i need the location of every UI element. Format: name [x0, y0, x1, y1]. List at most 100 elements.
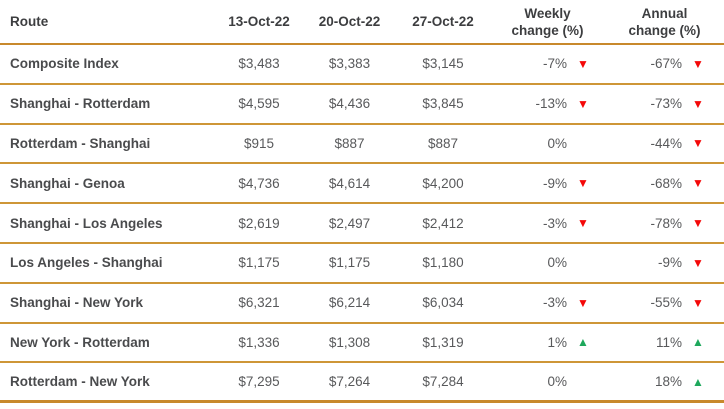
annual-change-direction-icon: ▼	[692, 295, 704, 310]
route-name: Shanghai - New York	[10, 295, 144, 311]
rate-13-oct-22: $915	[243, 135, 275, 151]
table-row: Shanghai - Rotterdam $4,595 $4,436 $3,84…	[0, 85, 724, 125]
annual-change-cell: -44% ▼	[605, 136, 724, 151]
rate-20-oct-22: $7,264	[328, 374, 371, 390]
table-row: New York - Rotterdam $1,336 $1,308 $1,31…	[0, 324, 724, 364]
route-name: Shanghai - Rotterdam	[10, 96, 151, 112]
weekly-change-direction-icon: ▲	[577, 335, 589, 350]
route-name: New York - Rotterdam	[10, 334, 150, 350]
weekly-change-value: -9%	[542, 175, 567, 191]
annual-change-direction-icon: ▲	[692, 374, 704, 389]
annual-change-value: 18%	[654, 374, 682, 390]
annual-change-value: -44%	[650, 135, 682, 151]
weekly-change-direction-icon: ▼	[577, 176, 589, 191]
annual-change-cell: -55% ▼	[605, 295, 724, 310]
weekly-change-value: 0%	[547, 255, 567, 271]
weekly-change-cell: 0%	[490, 255, 605, 270]
annual-change-direction-icon: ▼	[692, 216, 704, 231]
annual-change-value: -9%	[657, 255, 682, 271]
annual-change-value: -68%	[650, 175, 682, 191]
rate-27-oct-22: $7,284	[422, 374, 464, 390]
rate-13-oct-22: $4,736	[238, 175, 280, 191]
weekly-change-direction-icon: ▼	[577, 295, 589, 310]
weekly-change-header-label: Weekly change (%)	[511, 5, 584, 38]
route-name: Rotterdam - Shanghai	[10, 135, 151, 151]
annual-change-value: -67%	[650, 56, 682, 72]
table-row: Rotterdam - New York $7,295 $7,264 $7,28…	[0, 363, 724, 404]
rate-27-oct-22: $887	[427, 135, 459, 151]
rate-27-oct-22: $3,145	[422, 56, 464, 72]
rate-13-oct-22: $6,321	[238, 295, 280, 311]
annual-change-direction-icon: ▼	[692, 96, 704, 111]
annual-change-direction-icon: ▼	[692, 176, 704, 191]
rate-20-oct-22: $4,614	[328, 175, 371, 191]
table-header-row: Route 13-Oct-22 20-Oct-22 27-Oct-22 Week…	[0, 0, 724, 45]
column-header-weekly-change: Weekly change (%)	[490, 5, 605, 39]
route-name: Rotterdam - New York	[10, 374, 150, 390]
rate-13-oct-22: $4,595	[238, 96, 280, 112]
weekly-change-value: -3%	[542, 215, 567, 231]
column-header-27-oct-22: 27-Oct-22	[412, 14, 474, 29]
route-name: Los Angeles - Shanghai	[10, 255, 163, 271]
table-row: Los Angeles - Shanghai $1,175 $1,175 $1,…	[0, 244, 724, 284]
annual-change-cell: -67% ▼	[605, 56, 724, 71]
annual-change-value: -78%	[650, 215, 682, 231]
rate-20-oct-22: $6,214	[328, 295, 371, 311]
annual-change-value: -55%	[650, 295, 682, 311]
rate-27-oct-22: $4,200	[422, 175, 464, 191]
weekly-change-cell: -3% ▼	[490, 295, 605, 310]
annual-change-cell: 18% ▲	[605, 374, 724, 389]
rate-13-oct-22: $1,336	[238, 334, 280, 350]
annual-change-value: 11%	[655, 334, 682, 350]
rate-13-oct-22: $2,619	[238, 215, 280, 231]
weekly-change-cell: -7% ▼	[490, 56, 605, 71]
rate-20-oct-22: $1,175	[328, 255, 371, 271]
annual-change-direction-icon: ▲	[692, 335, 704, 350]
column-header-20-oct-22: 20-Oct-22	[318, 14, 381, 29]
rate-13-oct-22: $7,295	[238, 374, 280, 390]
table-row: Shanghai - New York $6,321 $6,214 $6,034…	[0, 284, 724, 324]
annual-change-cell: -73% ▼	[605, 96, 724, 111]
rate-27-oct-22: $1,180	[422, 255, 464, 271]
weekly-change-direction-icon: ▼	[577, 216, 589, 231]
rate-27-oct-22: $6,034	[422, 295, 464, 311]
annual-change-cell: -78% ▼	[605, 216, 724, 231]
annual-change-cell: -68% ▼	[605, 176, 724, 191]
annual-change-cell: 11% ▲	[605, 335, 724, 350]
weekly-change-cell: -3% ▼	[490, 216, 605, 231]
column-header-13-oct-22: 13-Oct-22	[228, 14, 290, 29]
rate-20-oct-22: $1,308	[328, 334, 371, 350]
rate-13-oct-22: $1,175	[238, 255, 280, 271]
weekly-change-value: -13%	[535, 96, 567, 112]
annual-change-direction-icon: ▼	[692, 136, 704, 151]
weekly-change-value: 1%	[547, 334, 567, 350]
annual-change-direction-icon: ▼	[692, 56, 704, 71]
rate-13-oct-22: $3,483	[238, 56, 280, 72]
route-name: Composite Index	[10, 56, 119, 72]
annual-change-value: -73%	[650, 96, 682, 112]
rate-20-oct-22: $887	[334, 135, 365, 151]
column-header-annual-change: Annual change (%)	[605, 5, 724, 39]
weekly-change-value: -3%	[542, 295, 567, 311]
table-row: Rotterdam - Shanghai $915 $887 $887 0% -…	[0, 125, 724, 165]
weekly-change-cell: 1% ▲	[490, 335, 605, 350]
table-body: Composite Index $3,483 $3,383 $3,145 -7%…	[0, 45, 724, 404]
route-name: Shanghai - Genoa	[10, 175, 125, 191]
table-row: Composite Index $3,483 $3,383 $3,145 -7%…	[0, 45, 724, 85]
rate-20-oct-22: $3,383	[328, 56, 371, 72]
rate-27-oct-22: $2,412	[422, 215, 464, 231]
weekly-change-cell: 0%	[490, 374, 605, 389]
rate-20-oct-22: $2,497	[328, 215, 371, 231]
weekly-change-value: -7%	[542, 56, 567, 72]
table-row: Shanghai - Los Angeles $2,619 $2,497 $2,…	[0, 204, 724, 244]
weekly-change-value: 0%	[547, 374, 567, 390]
weekly-change-cell: 0%	[490, 136, 605, 151]
annual-change-header-label: Annual change (%)	[628, 5, 701, 38]
weekly-change-value: 0%	[547, 135, 567, 151]
weekly-change-direction-icon: ▼	[577, 56, 589, 71]
rate-20-oct-22: $4,436	[328, 96, 371, 112]
weekly-change-cell: -9% ▼	[490, 176, 605, 191]
column-header-route: Route	[10, 14, 49, 29]
table-row: Shanghai - Genoa $4,736 $4,614 $4,200 -9…	[0, 164, 724, 205]
